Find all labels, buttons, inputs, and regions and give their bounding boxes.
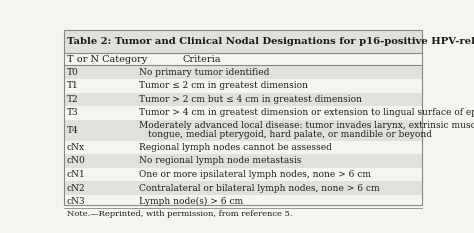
Text: Contralateral or bilateral lymph nodes, none > 6 cm: Contralateral or bilateral lymph nodes, … [139, 184, 380, 192]
Text: No primary tumor identified: No primary tumor identified [139, 68, 269, 77]
Text: T or N Category: T or N Category [66, 55, 147, 64]
Bar [64, 93, 422, 106]
Text: tongue, medial pterygoid, hard palate, or mandible or beyond: tongue, medial pterygoid, hard palate, o… [148, 130, 432, 139]
Bar [64, 120, 422, 140]
Text: Tumor > 4 cm in greatest dimension or extension to lingual surface of epiglottis: Tumor > 4 cm in greatest dimension or ex… [139, 108, 474, 117]
Bar [64, 181, 422, 195]
Bar [64, 65, 422, 79]
Text: Note.—Reprinted, with permission, from reference 5.: Note.—Reprinted, with permission, from r… [66, 210, 292, 218]
Text: T4: T4 [66, 126, 78, 135]
Text: Table 2: Tumor and Clinical Nodal Designations for p16-positive HPV-related OPSC: Table 2: Tumor and Clinical Nodal Design… [66, 37, 474, 46]
Bar [64, 154, 422, 168]
Text: Moderately advanced local disease: tumor invades larynx, extrinsic muscles of: Moderately advanced local disease: tumor… [139, 121, 474, 130]
Bar [64, 208, 422, 219]
Text: No regional lymph node metastasis: No regional lymph node metastasis [139, 156, 301, 165]
Text: Criteria: Criteria [182, 55, 221, 64]
Text: Regional lymph nodes cannot be assessed: Regional lymph nodes cannot be assessed [139, 143, 332, 152]
Bar [64, 53, 422, 65]
Text: cN1: cN1 [66, 170, 85, 179]
Text: T3: T3 [66, 108, 78, 117]
Bar [64, 195, 422, 208]
Text: T1: T1 [66, 81, 78, 90]
Text: Lymph node(s) > 6 cm: Lymph node(s) > 6 cm [139, 197, 243, 206]
Text: cNx: cNx [66, 143, 85, 152]
Bar [64, 30, 422, 53]
Text: cN3: cN3 [66, 197, 85, 206]
Text: Tumor > 2 cm but ≤ 4 cm in greatest dimension: Tumor > 2 cm but ≤ 4 cm in greatest dime… [139, 95, 362, 104]
Bar [64, 140, 422, 154]
Text: cN2: cN2 [66, 184, 85, 192]
Bar [64, 106, 422, 120]
Text: Tumor ≤ 2 cm in greatest dimension: Tumor ≤ 2 cm in greatest dimension [139, 81, 308, 90]
Text: One or more ipsilateral lymph nodes, none > 6 cm: One or more ipsilateral lymph nodes, non… [139, 170, 371, 179]
Text: T2: T2 [66, 95, 78, 104]
Bar [64, 79, 422, 93]
Text: cN0: cN0 [66, 156, 85, 165]
Text: T0: T0 [66, 68, 78, 77]
Bar [64, 168, 422, 181]
